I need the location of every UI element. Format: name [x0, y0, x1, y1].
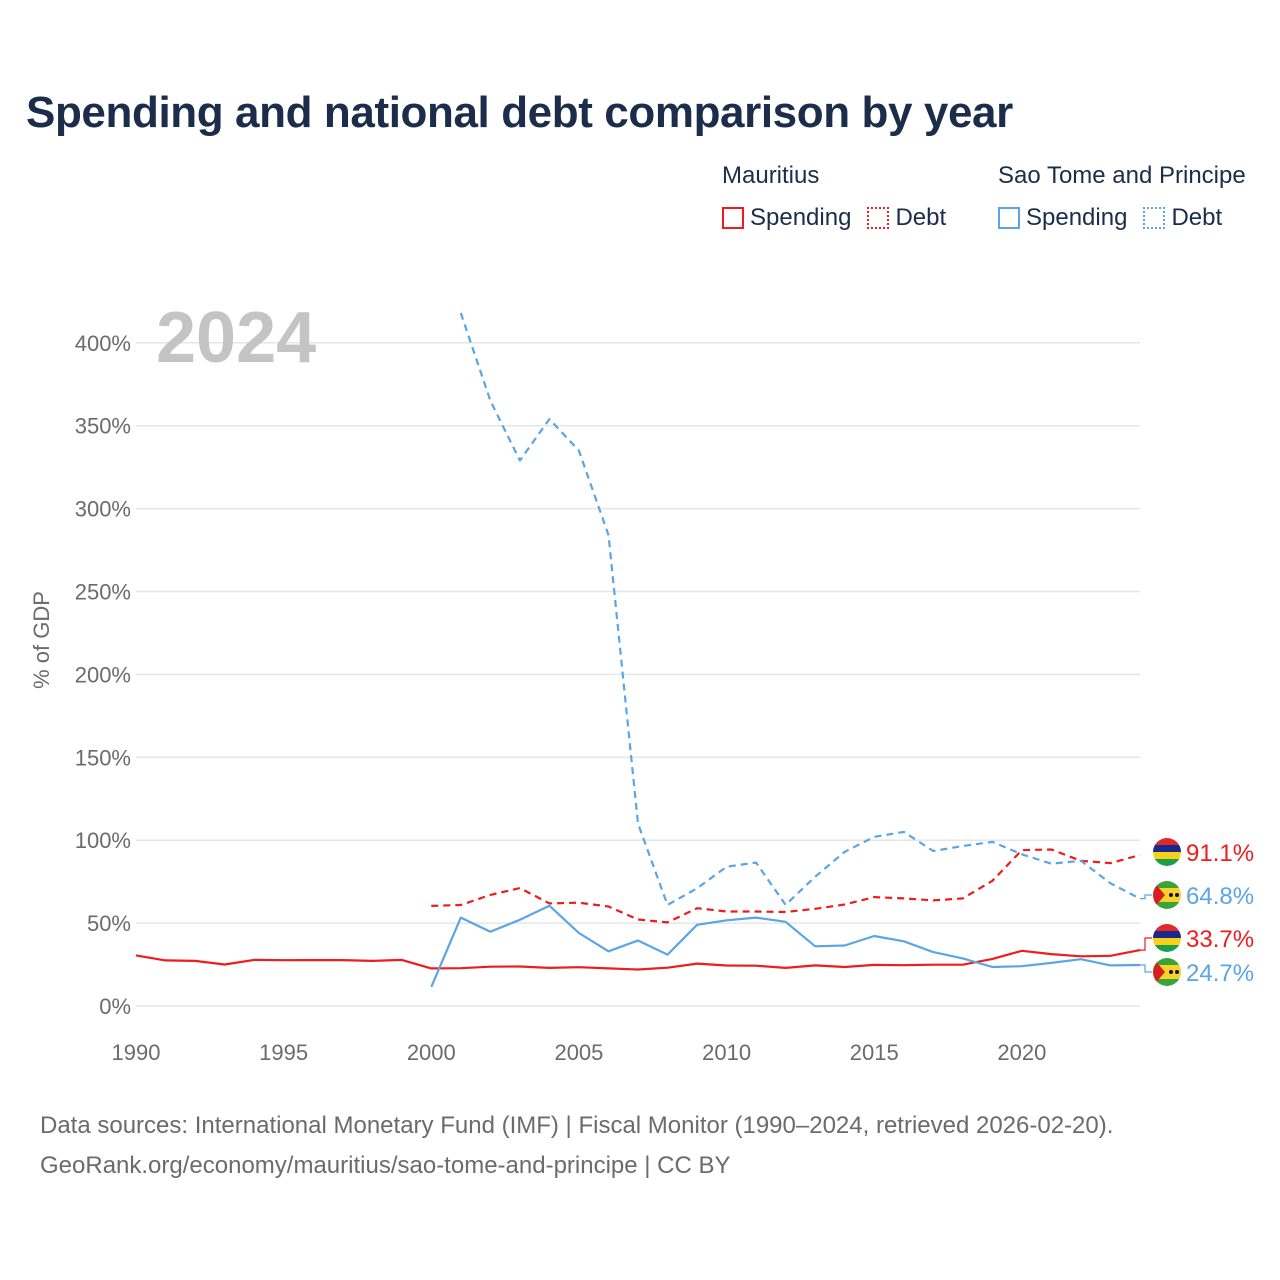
series-line-mauritius-spending[interactable]: [135, 949, 1141, 971]
source-line-2[interactable]: GeoRank.org/economy/mauritius/sao-tome-a…: [40, 1152, 731, 1179]
y-tick-label: 350%: [75, 414, 131, 439]
chart-title: Spending and national debt comparison by…: [26, 88, 1013, 137]
data-source-note: Data sources: International Monetary Fun…: [40, 1106, 1113, 1186]
y-tick-label: 150%: [75, 745, 131, 770]
y-tick-label: 50%: [87, 911, 131, 936]
source-line-1: Data sources: International Monetary Fun…: [40, 1112, 1114, 1139]
legend-item-sao-tome-spending[interactable]: Spending: [998, 204, 1127, 232]
legend-label: Spending: [750, 204, 852, 231]
end-value-label: 64.8%: [1186, 883, 1254, 910]
x-tick-label: 2020: [997, 1040, 1046, 1065]
end-value-label: 33.7%: [1186, 926, 1254, 953]
y-tick-label: 200%: [75, 662, 131, 687]
legend-swatch-solid: [722, 207, 744, 229]
x-tick-label: 1990: [112, 1040, 161, 1065]
y-axis-label: % of GDP: [29, 591, 54, 689]
sao-tome-flag-icon: [1153, 958, 1181, 986]
x-tick-label: 1995: [259, 1040, 308, 1065]
sao-tome-flag-icon: [1153, 881, 1181, 909]
x-tick-label: 2005: [554, 1040, 603, 1065]
end-label-connector: [1140, 937, 1152, 951]
legend-group-mauritius: Mauritius Spending Debt: [722, 162, 962, 232]
legend-item-sao-tome-debt[interactable]: Debt: [1143, 204, 1222, 232]
legend-group-sao-tome: Sao Tome and Principe Spending Debt: [998, 162, 1246, 232]
legend-item-mauritius-debt[interactable]: Debt: [867, 204, 946, 232]
legend-swatch-dotted: [1143, 207, 1166, 229]
y-tick-label: 0%: [99, 994, 131, 1019]
y-tick-label: 300%: [75, 497, 131, 522]
y-tick-label: 100%: [75, 828, 131, 853]
legend-swatch-dotted: [867, 207, 890, 229]
x-tick-label: 2015: [850, 1040, 899, 1065]
series-line-sao-tome-and-principe-spending[interactable]: [430, 904, 1141, 988]
legend-label: Spending: [1026, 204, 1128, 231]
end-label-connector: [1140, 894, 1152, 900]
mauritius-flag-icon: [1153, 924, 1181, 952]
x-tick-label: 2010: [702, 1040, 751, 1065]
end-value-label: 91.1%: [1186, 840, 1254, 867]
x-tick-label: 2000: [407, 1040, 456, 1065]
legend-label: Debt: [1171, 204, 1223, 231]
legend-group-name: Mauritius: [722, 162, 820, 189]
mauritius-flag-icon: [1153, 838, 1181, 866]
legend-label: Debt: [895, 204, 947, 231]
end-label-connector: [1140, 964, 1152, 973]
legend-swatch-solid: [998, 207, 1020, 229]
legend-item-mauritius-spending[interactable]: Spending: [722, 204, 851, 232]
y-tick-label: 250%: [75, 580, 131, 605]
end-value-label: 24.7%: [1186, 960, 1254, 987]
y-tick-label: 400%: [75, 331, 131, 356]
legend-group-name: Sao Tome and Principe: [998, 162, 1246, 189]
series-line-sao-tome-and-principe-debt[interactable]: [459, 312, 1141, 906]
year-watermark: 2024: [156, 298, 316, 378]
series-line-mauritius-debt[interactable]: [431, 848, 1141, 924]
